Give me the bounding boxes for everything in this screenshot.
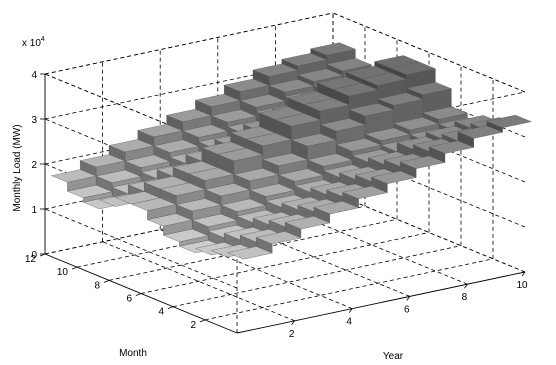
surface-cell (95, 169, 142, 183)
surface-cell (233, 168, 280, 182)
surface-cell (274, 113, 321, 127)
surface-cell (390, 61, 436, 75)
y-axis-label: Month (119, 348, 147, 359)
surface-cell (166, 109, 212, 122)
z-tick-label: 3 (31, 115, 37, 126)
floor-grid-line (204, 258, 494, 321)
x-tick-label: 2 (289, 329, 295, 340)
surface-cell (370, 170, 417, 184)
z-axis-label: Monthly Load (MW) (12, 124, 23, 211)
y-tick (135, 293, 142, 296)
surface-cell (191, 213, 238, 227)
x-axis-label: Year (383, 351, 404, 362)
surface-cell (223, 78, 270, 92)
surface-cell (137, 124, 184, 138)
x-tick-label: 10 (516, 280, 528, 291)
surface-cell (284, 216, 331, 230)
surface-cell (457, 125, 504, 139)
z-tick-label: 2 (31, 160, 37, 171)
surface-cell (226, 246, 273, 260)
surface-cell (194, 93, 241, 107)
z-tick-label: 1 (31, 205, 37, 216)
surface-cell (377, 92, 424, 106)
surface-cell (210, 109, 257, 123)
y-tick-label: 12 (25, 254, 37, 265)
y-tick (103, 279, 110, 283)
surface-cell (310, 42, 356, 56)
y-tick (199, 319, 206, 323)
y-tick (167, 306, 174, 310)
surface-cell (217, 148, 264, 162)
surface-cell (313, 201, 360, 215)
z-tick-label: 0 (31, 250, 37, 261)
y-tick-label: 4 (158, 307, 164, 318)
surface-cell (79, 154, 126, 168)
surface-cell (297, 68, 344, 82)
surface (50, 42, 532, 260)
surface-cell (319, 118, 366, 132)
y-tick-label: 8 (94, 280, 100, 291)
surface-cell (188, 167, 235, 181)
surface-cell (153, 139, 200, 153)
surface-cell (159, 182, 206, 196)
y-tick-label: 6 (126, 294, 132, 305)
surface-cell (364, 127, 411, 141)
surface-cell (406, 82, 452, 95)
surface-cell (399, 155, 446, 169)
surface-cell (220, 198, 267, 212)
surface-cell (422, 106, 468, 120)
surface-cell (246, 132, 292, 146)
surface-cell (326, 58, 372, 72)
z-tick-label: 4 (31, 70, 37, 81)
surface-cell (303, 98, 350, 112)
surface-cell (278, 168, 324, 182)
surface-cell (361, 72, 408, 86)
x-tick (406, 296, 411, 301)
x-tick-label: 8 (462, 292, 468, 303)
surface-cell (486, 114, 532, 128)
surface-cell (306, 153, 353, 167)
floor-grid-line (140, 232, 430, 294)
surface-cell (262, 153, 308, 166)
surface-cell (255, 231, 302, 245)
box-edge (44, 12, 334, 75)
x-axis-line (236, 271, 526, 334)
surface-cell (281, 53, 328, 67)
surface-cell (204, 183, 251, 197)
surface-cell (239, 94, 286, 108)
floor-grid-line (172, 245, 462, 308)
z-multiplier-label: x 104 (22, 36, 45, 49)
y-tick-label: 2 (190, 320, 196, 331)
x-tick-label: 4 (346, 317, 352, 328)
surface-cell (342, 185, 388, 199)
surface-cell (348, 103, 395, 117)
x-tick (521, 271, 526, 277)
x-tick (291, 320, 295, 326)
x-tick (464, 283, 468, 289)
x-tick (348, 308, 353, 313)
surface-cell (175, 198, 222, 212)
y-tick-label: 10 (57, 267, 69, 278)
surface-cell (66, 184, 113, 198)
surface-cell (290, 133, 337, 147)
x-tick-label: 6 (404, 304, 410, 315)
surface-cell (162, 228, 209, 242)
y-tick (71, 266, 78, 270)
surface-cell (182, 124, 228, 138)
surface-cell (108, 139, 155, 153)
surface-cell (332, 83, 379, 97)
surface-cell (146, 213, 193, 227)
surface-cell (124, 154, 171, 168)
surface-cell (249, 183, 296, 197)
surface-cell (50, 169, 97, 183)
surface-cell (393, 117, 440, 131)
surface-cell (252, 63, 299, 77)
surface-cell (428, 140, 475, 154)
surface-cell (335, 138, 382, 152)
surface-cell (268, 79, 315, 93)
surface-cell (130, 197, 177, 211)
